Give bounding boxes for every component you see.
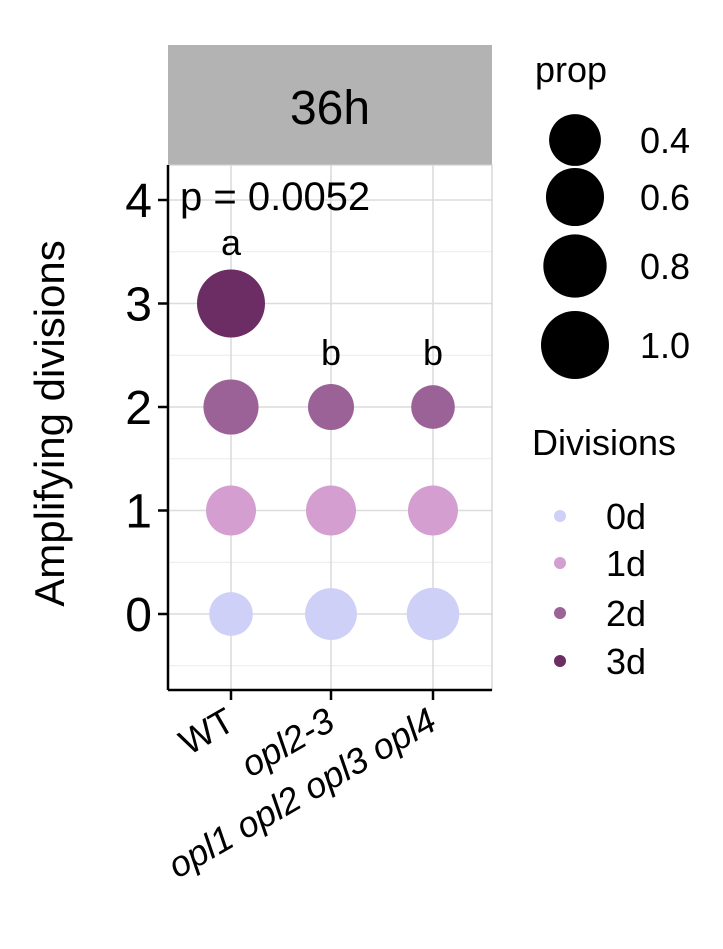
y-tick-label: 0 (125, 589, 152, 642)
color-legend-label: 2d (606, 593, 646, 634)
color-legend-key (554, 655, 566, 667)
y-tick-label: 3 (125, 279, 152, 332)
data-point (197, 269, 265, 338)
facet-label: 36h (290, 82, 370, 135)
size-legend-label: 0.8 (640, 246, 690, 287)
data-point (209, 592, 253, 636)
size-legend-key (545, 167, 605, 227)
size-legend-key (541, 311, 609, 379)
data-point (411, 385, 455, 429)
data-point (305, 485, 357, 536)
y-tick-label: 2 (125, 382, 152, 435)
group-letter: b (321, 332, 341, 373)
size-legend-key (549, 114, 601, 166)
x-tick-label: WT (172, 699, 241, 762)
color-legend-label: 3d (606, 641, 646, 682)
color-legend-title: Divisions (532, 422, 676, 463)
color-legend-key (554, 557, 566, 569)
group-letter: a (221, 222, 242, 263)
size-legend-label: 0.6 (640, 177, 690, 218)
group-letter: b (423, 332, 443, 373)
y-tick-label: 1 (125, 486, 152, 539)
color-legend-key (554, 607, 566, 619)
color-legend-label: 0d (606, 496, 646, 537)
data-point (308, 384, 354, 430)
y-tick-label: 4 (125, 175, 152, 228)
y-axis-title: Amplifying divisions (26, 240, 73, 606)
data-point (305, 588, 357, 640)
size-legend-title: prop (535, 49, 607, 90)
p-value-annotation: p = 0.0052 (180, 175, 370, 219)
size-legend-key (543, 234, 607, 298)
data-point (407, 485, 459, 536)
color-legend-key (554, 510, 566, 522)
data-point (205, 485, 257, 536)
data-point (406, 587, 460, 641)
data-point (203, 379, 259, 435)
size-legend-label: 0.4 (640, 120, 690, 161)
facet-strip (168, 45, 492, 165)
color-legend-label: 1d (606, 543, 646, 584)
size-legend-label: 1.0 (640, 325, 690, 366)
